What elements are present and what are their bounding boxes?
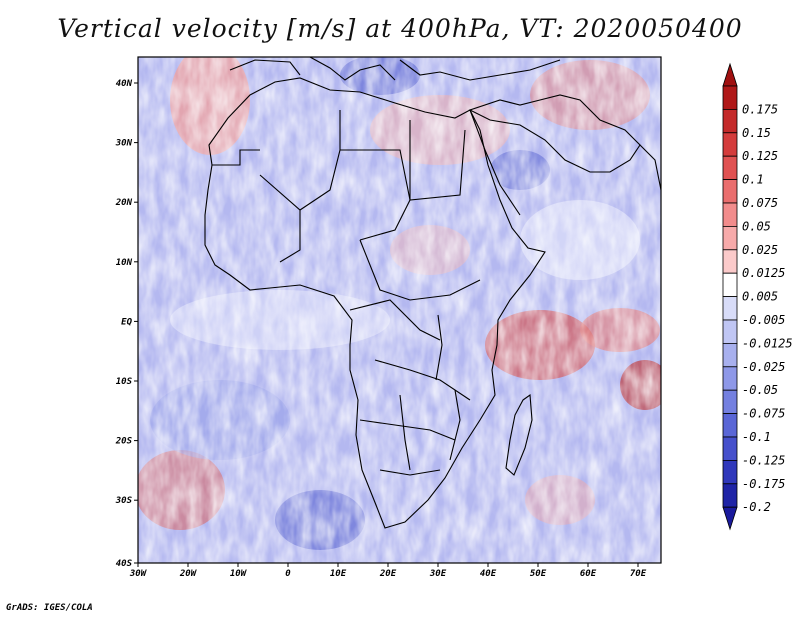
lon-label: 10W: [230, 569, 248, 579]
grads-credit: GrADS: IGES/COLA: [6, 603, 93, 613]
colorbar-label: 0.0125: [742, 266, 785, 280]
map-title: Vertical velocity [m/s] at 400hPa, VT: 2…: [57, 14, 743, 43]
lat-label: 40N: [116, 79, 133, 89]
lon-label: 70E: [630, 569, 647, 579]
lat-label: 10N: [116, 258, 133, 268]
lon-label: 60E: [580, 569, 597, 579]
colorbar-label: -0.025: [742, 360, 785, 374]
colorbar-swatch: [722, 155, 738, 180]
colorbar-swatch: [722, 109, 738, 134]
colorbar-label: -0.075: [742, 407, 785, 421]
lon-label: 0: [285, 569, 291, 579]
lon-label: 20W: [179, 569, 198, 579]
colorbar-swatch: [722, 342, 738, 368]
colorbar-label: 0.125: [742, 149, 778, 163]
colorbar-label: -0.125: [742, 453, 785, 467]
colorbar-label: 0.025: [742, 243, 778, 257]
colorbar-max-arrow: [722, 62, 738, 87]
lon-label: 20E: [379, 569, 397, 579]
lat-label: 20S: [115, 437, 133, 447]
colorbar-swatch: [722, 366, 738, 391]
colorbar-label: 0.05: [742, 219, 771, 233]
lat-label: 30S: [115, 496, 133, 506]
colorbar-label: 0.075: [742, 196, 778, 210]
colorbar-label: -0.1: [742, 430, 771, 444]
colorbar-swatch: [722, 132, 738, 157]
lon-label: 50E: [530, 569, 547, 579]
colorbar-swatch: [722, 272, 738, 298]
colorbar-label: -0.2: [742, 500, 771, 514]
lat-label: 10S: [116, 377, 133, 387]
lon-label: 30E: [429, 569, 447, 579]
lon-label: 10E: [330, 569, 347, 579]
colorbar-label: -0.05: [742, 383, 778, 397]
lon-label: 30W: [129, 569, 148, 579]
colorbar: 0.175 0.15 0.125 0.1 0.075 0.05 0.025 0.0125 0.0…: [722, 62, 793, 531]
lat-label: 30N: [115, 139, 133, 149]
colorbar-swatch: [722, 459, 738, 485]
lat-label: EQ: [121, 317, 132, 327]
lat-label: 40S: [116, 559, 133, 569]
colorbar-swatch: [722, 389, 738, 415]
colorbar-min-arrow: [722, 506, 738, 531]
colorbar-label: 0.175: [742, 102, 778, 116]
velocity-field: [138, 57, 661, 563]
lon-label: 40E: [480, 569, 497, 579]
colorbar-label: 0.1: [742, 173, 764, 187]
colorbar-swatch: [722, 202, 738, 227]
colorbar-swatch: [722, 249, 738, 274]
colorbar-swatch: [722, 319, 738, 344]
colorbar-swatch: [722, 436, 738, 461]
colorbar-swatch: [722, 413, 738, 438]
colorbar-label: -0.175: [742, 477, 785, 491]
plot-frame: [137, 56, 662, 564]
colorbar-label: 0.005: [742, 290, 778, 304]
colorbar-swatch: [722, 483, 738, 508]
colorbar-swatch: [722, 85, 738, 110]
colorbar-label: -0.005: [742, 313, 785, 327]
lat-label: 20N: [115, 198, 133, 208]
colorbar-swatch: [722, 296, 738, 321]
colorbar-label: -0.0125: [742, 336, 793, 350]
coastlines: [204, 57, 661, 529]
colorbar-swatch: [722, 179, 738, 204]
colorbar-label: 0.15: [742, 126, 771, 140]
colorbar-swatch: [722, 225, 738, 251]
